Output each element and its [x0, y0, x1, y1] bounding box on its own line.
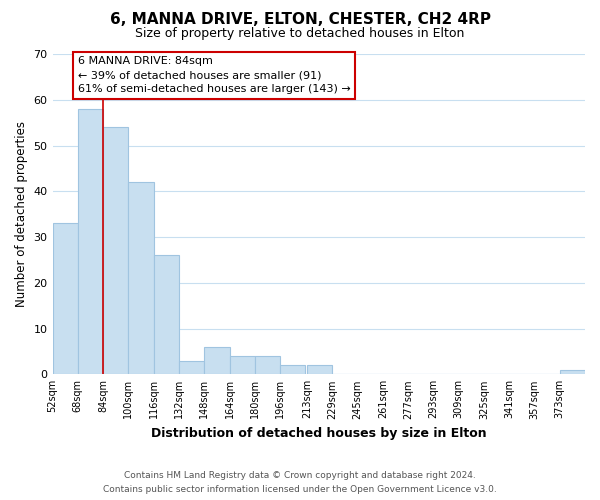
Bar	[78, 109, 103, 374]
Bar	[103, 127, 128, 374]
Text: Contains HM Land Registry data © Crown copyright and database right 2024.
Contai: Contains HM Land Registry data © Crown c…	[103, 472, 497, 494]
Bar	[307, 365, 332, 374]
Bar	[280, 365, 305, 374]
Y-axis label: Number of detached properties: Number of detached properties	[15, 121, 28, 307]
Text: 6 MANNA DRIVE: 84sqm
← 39% of detached houses are smaller (91)
61% of semi-detac: 6 MANNA DRIVE: 84sqm ← 39% of detached h…	[78, 56, 350, 94]
Bar	[53, 224, 78, 374]
X-axis label: Distribution of detached houses by size in Elton: Distribution of detached houses by size …	[151, 427, 487, 440]
Text: Size of property relative to detached houses in Elton: Size of property relative to detached ho…	[136, 28, 464, 40]
Bar	[154, 256, 179, 374]
Text: 6, MANNA DRIVE, ELTON, CHESTER, CH2 4RP: 6, MANNA DRIVE, ELTON, CHESTER, CH2 4RP	[110, 12, 491, 28]
Bar	[230, 356, 255, 374]
Bar	[179, 360, 204, 374]
Bar	[204, 347, 230, 374]
Bar	[560, 370, 585, 374]
Bar	[255, 356, 280, 374]
Bar	[128, 182, 154, 374]
